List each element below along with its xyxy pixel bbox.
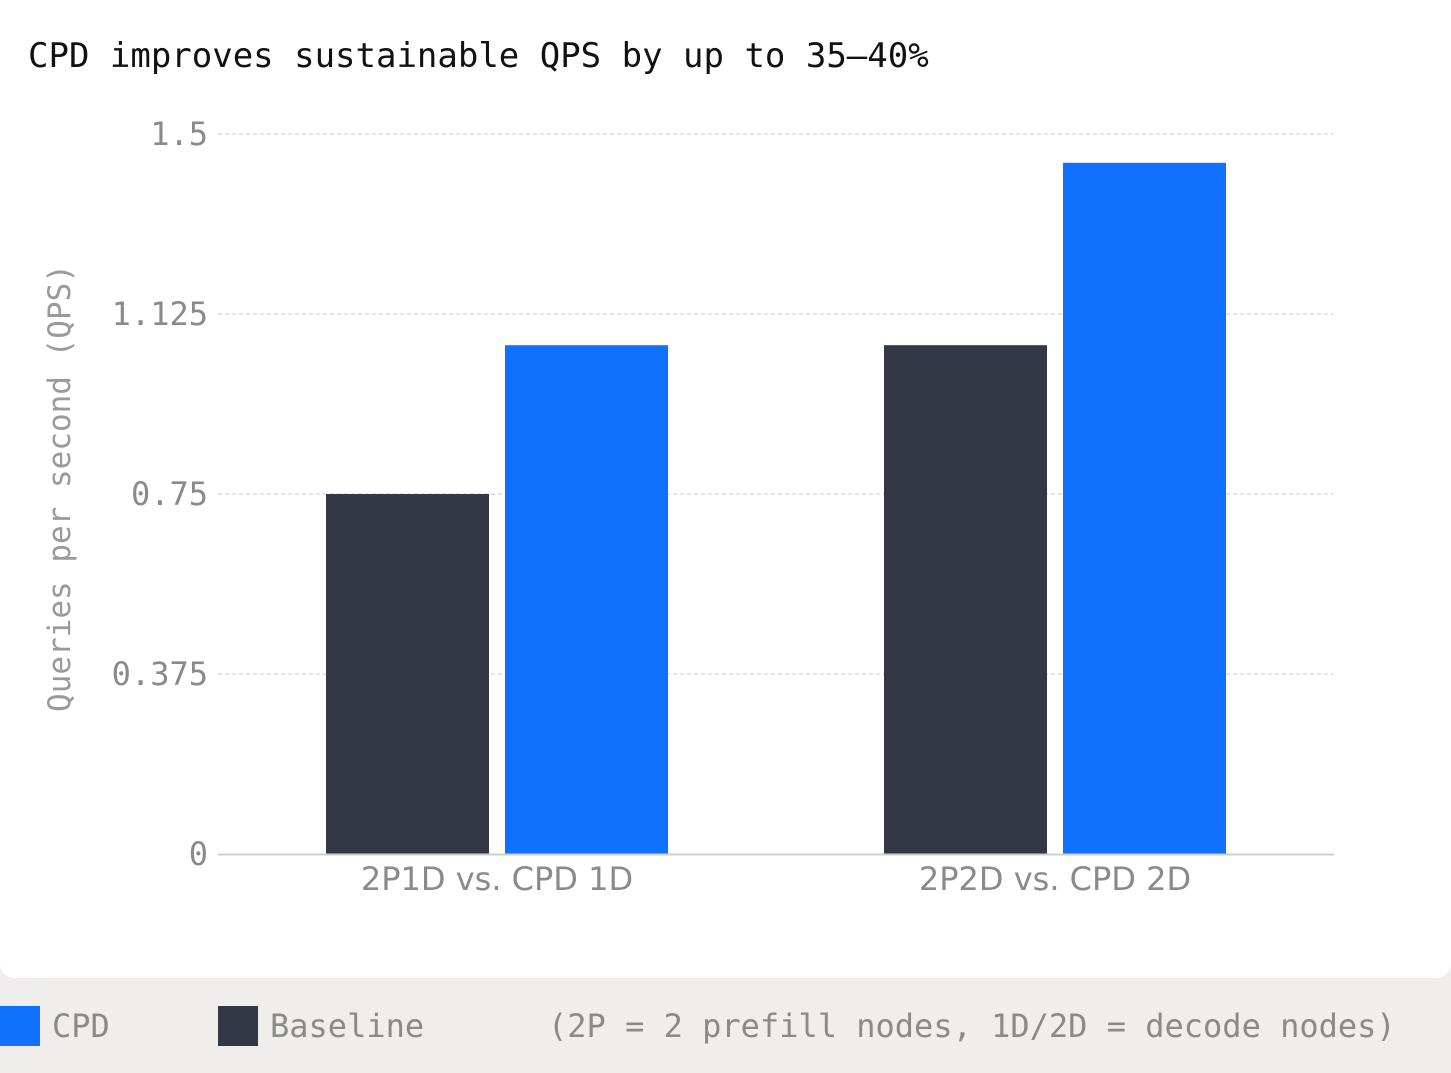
bar-baseline-0 (326, 494, 489, 854)
x-tick-label: 2P1D vs. CPD 1D (361, 860, 633, 898)
bar-cpd-0 (505, 345, 668, 854)
legend-swatch-cpd (0, 1006, 40, 1046)
legend-item-cpd: CPD (0, 1003, 110, 1049)
y-tick-label: 0.75 (131, 475, 208, 513)
x-axis-ticks: 2P1D vs. CPD 1D 2P2D vs. CPD 2D (361, 860, 1191, 898)
y-tick-label: 1.5 (150, 115, 208, 153)
y-tick-label: 0.375 (112, 655, 208, 693)
bars (326, 162, 1226, 855)
y-tick-label: 1.125 (112, 295, 208, 333)
y-tick-label: 0 (189, 835, 208, 873)
chart-card: CPD improves sustainable QPS by up to 35… (0, 0, 1451, 978)
legend-note: (2P = 2 prefill nodes, 1D/2D = decode no… (548, 1007, 1396, 1045)
legend-label-baseline: Baseline (270, 1007, 425, 1045)
bar-baseline-1 (884, 345, 1047, 854)
y-axis-label: Queries per second (QPS) (42, 264, 78, 712)
legend-label-cpd: CPD (52, 1007, 110, 1045)
y-axis-ticks: 0 0.375 0.75 1.125 1.5 (112, 115, 208, 873)
chart-title: CPD improves sustainable QPS by up to 35… (28, 36, 929, 76)
legend: CPD Baseline (2P = 2 prefill nodes, 1D/2… (0, 1003, 1451, 1053)
x-tick-label: 2P2D vs. CPD 2D (919, 860, 1191, 898)
bar-cpd-1 (1063, 162, 1226, 855)
legend-swatch-baseline (218, 1006, 258, 1046)
legend-item-baseline: Baseline (218, 1003, 424, 1049)
bar-chart: 0 0.375 0.75 1.125 1.5 2P1D vs. CPD 1D 2P2D v… (42, 115, 1334, 898)
